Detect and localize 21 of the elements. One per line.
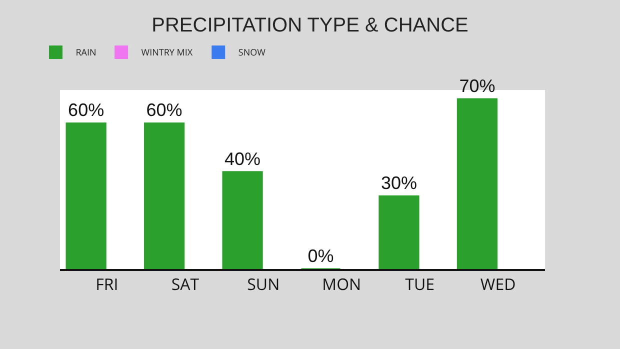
x-tick-label: WED (480, 273, 516, 296)
data-label: 0% (308, 246, 334, 266)
data-label: 40% (224, 148, 261, 169)
legend-label: SNOW (238, 46, 266, 59)
bar (222, 171, 263, 269)
bar (66, 122, 106, 269)
x-tick-label: SUN (247, 273, 280, 296)
legend-label: RAIN (76, 46, 96, 59)
data-label: 70% (459, 76, 496, 96)
data-label: 60% (68, 100, 104, 120)
chart-title: PRECIPITATION TYPE & CHANCE (152, 14, 468, 36)
bar (378, 195, 420, 269)
legend-label: WINTRY MIX (141, 46, 194, 59)
data-label: 30% (380, 173, 417, 194)
data-label: 60% (146, 100, 182, 120)
bar (456, 98, 498, 269)
x-tick-label: FRI (96, 273, 118, 296)
x-tick-label: TUE (405, 273, 435, 296)
x-tick-label: MON (322, 273, 362, 296)
x-tick-label: SAT (171, 273, 200, 296)
bar (144, 122, 185, 269)
